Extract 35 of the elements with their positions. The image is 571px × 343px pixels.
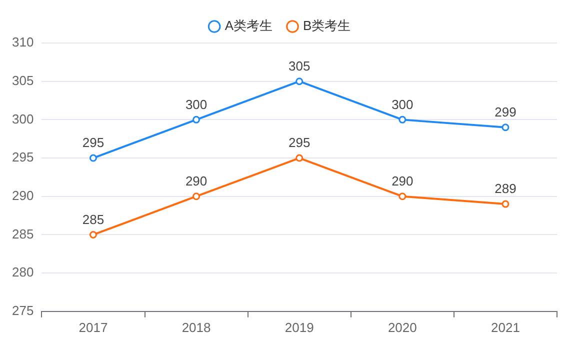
y-tick-label: 300: [12, 111, 34, 126]
data-label: 305: [288, 58, 310, 74]
legend-label: A类考生: [224, 18, 272, 34]
x-tick-label: 2017: [78, 320, 108, 335]
data-label: 300: [392, 96, 414, 112]
point: [502, 124, 510, 132]
data-label: 285: [82, 212, 104, 227]
data-label: 290: [185, 173, 208, 188]
y-tick-label: 305: [12, 72, 34, 88]
point: [89, 230, 97, 238]
legend-label: B类考生: [303, 18, 351, 34]
data-label: 295: [288, 135, 310, 150]
data-label: 299: [494, 104, 516, 120]
point: [192, 192, 200, 200]
y-tick-label: 310: [12, 34, 34, 50]
x-tick-label: 2019: [284, 320, 314, 335]
y-tick-label: 285: [12, 226, 34, 242]
y-tick-label: 280: [12, 264, 34, 280]
data-label: 289: [494, 181, 516, 196]
point: [192, 116, 200, 124]
x-tick-label: 2018: [182, 320, 211, 335]
point: [296, 78, 304, 86]
data-label: 290: [392, 173, 414, 188]
y-tick-label: 290: [12, 188, 34, 203]
point: [502, 200, 510, 208]
x-tick-label: 2020: [388, 320, 417, 335]
x-tick-label: 2021: [491, 320, 520, 335]
point: [398, 192, 406, 200]
y-tick-label: 275: [12, 302, 34, 318]
point: [89, 154, 97, 162]
data-label: 300: [185, 96, 208, 112]
point: [398, 116, 406, 124]
y-tick-label: 295: [12, 150, 34, 165]
point: [296, 154, 304, 162]
data-label: 295: [82, 135, 104, 150]
